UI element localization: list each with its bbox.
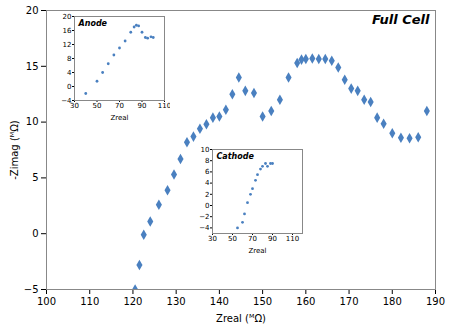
svg-text:170: 170 [340,296,359,307]
svg-text:180: 180 [383,296,402,307]
svg-text:70: 70 [115,102,124,110]
svg-text:−4: −4 [199,224,210,232]
svg-text:16: 16 [63,27,72,35]
svg-text:Full Cell: Full Cell [372,12,430,27]
svg-text:8: 8 [67,55,71,63]
svg-text:20: 20 [63,13,72,21]
svg-text:50: 50 [228,235,237,243]
svg-text:Zreal: Zreal [248,247,266,255]
svg-text:−4: −4 [61,96,72,105]
svg-text:90: 90 [268,235,277,243]
svg-text:−5: −5 [24,284,39,295]
svg-text:140: 140 [210,296,229,307]
svg-text:100: 100 [37,296,56,307]
svg-text:8: 8 [205,157,209,165]
svg-text:110: 110 [286,235,299,243]
svg-text:15: 15 [26,61,39,72]
svg-text:2: 2 [205,191,209,199]
svg-text:20: 20 [26,5,39,16]
svg-text:90: 90 [138,102,147,110]
svg-text:4: 4 [67,69,72,77]
svg-text:−2: −2 [199,213,209,221]
svg-text:150: 150 [253,296,272,307]
svg-text:6: 6 [205,168,210,176]
svg-text:160: 160 [296,296,315,307]
svg-text:0: 0 [32,228,38,239]
svg-text:110: 110 [158,102,170,110]
svg-text:4: 4 [205,179,210,187]
svg-text:Zreal (ᴹΩ): Zreal (ᴹΩ) [216,313,266,324]
svg-text:70: 70 [248,235,257,243]
svg-text:Zreal: Zreal [110,114,128,122]
svg-text:50: 50 [93,102,102,110]
svg-text:10: 10 [201,146,210,154]
svg-text:30: 30 [208,235,217,243]
svg-text:190: 190 [426,296,445,307]
svg-text:5: 5 [32,172,38,183]
svg-text:Cathode: Cathode [217,152,255,161]
svg-text:12: 12 [63,41,72,49]
svg-text:Anode: Anode [78,19,108,28]
svg-text:130: 130 [167,296,186,307]
svg-text:0: 0 [67,83,71,91]
svg-text:-Zimag (ᴹΩ): -Zimag (ᴹΩ) [9,120,20,180]
svg-text:110: 110 [80,296,99,307]
svg-text:120: 120 [123,296,142,307]
svg-text:30: 30 [70,102,79,110]
svg-text:10: 10 [26,116,39,127]
svg-text:0: 0 [205,202,209,210]
